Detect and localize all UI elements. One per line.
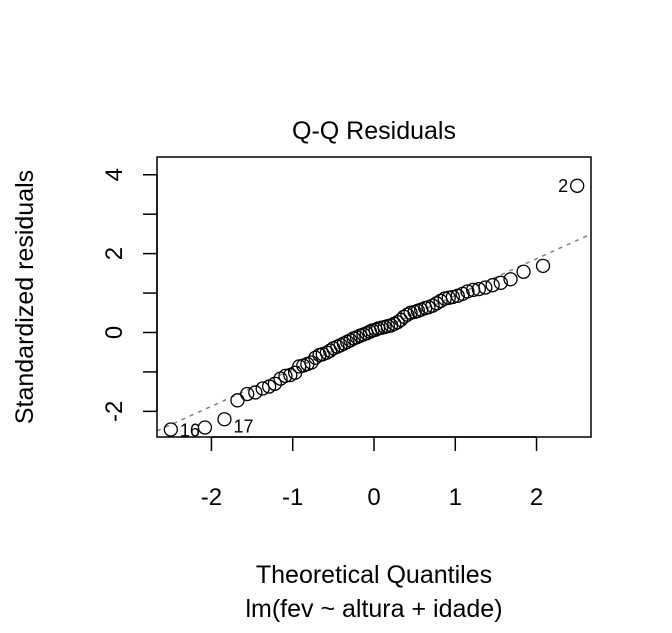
x-tick-label: 1 xyxy=(449,484,462,511)
data-point xyxy=(267,376,282,391)
data-point xyxy=(304,355,319,370)
data-point xyxy=(240,386,255,402)
data-point xyxy=(163,422,178,437)
data-point xyxy=(255,381,270,396)
chart-title: Q-Q Residuals xyxy=(292,117,456,145)
data-point xyxy=(197,420,213,435)
point-label: 16 xyxy=(180,421,200,441)
data-point xyxy=(478,280,493,295)
data-point xyxy=(535,258,551,273)
data-point xyxy=(278,368,293,384)
x-tick-label: 0 xyxy=(367,484,380,511)
data-point xyxy=(217,412,232,427)
x-tick-label: -1 xyxy=(282,484,303,511)
data-point xyxy=(248,385,263,400)
reference-line xyxy=(157,233,591,432)
point-label: 17 xyxy=(233,416,253,436)
data-point xyxy=(230,393,245,408)
y-axis: -2 0 2 4 xyxy=(101,168,158,422)
data-point xyxy=(400,307,415,322)
y-tick-label: -2 xyxy=(101,401,128,422)
point-label: 2 xyxy=(558,176,568,196)
data-point xyxy=(445,289,460,305)
y-tick-label: 2 xyxy=(101,247,128,260)
data-point xyxy=(503,272,518,287)
y-tick-label: 4 xyxy=(101,168,128,181)
data-point xyxy=(485,278,500,293)
chart-subtitle: lm(fev ~ altura + idade) xyxy=(245,595,502,623)
x-tick-label: 2 xyxy=(530,484,543,511)
data-point xyxy=(471,281,486,297)
data-point xyxy=(570,178,585,193)
x-tick-label: -2 xyxy=(201,484,222,511)
y-axis-label: Standardized residuals xyxy=(11,170,39,424)
data-point xyxy=(460,284,475,299)
y-tick-label: 0 xyxy=(101,326,128,339)
data-point xyxy=(343,333,358,348)
data-point xyxy=(516,264,531,279)
plot-frame xyxy=(156,156,592,438)
x-axis-label: Theoretical Quantiles xyxy=(256,561,492,589)
data-point xyxy=(425,298,440,313)
x-axis: -2 -1 0 1 2 xyxy=(201,436,543,511)
data-point xyxy=(429,296,444,311)
data-point xyxy=(493,275,508,290)
